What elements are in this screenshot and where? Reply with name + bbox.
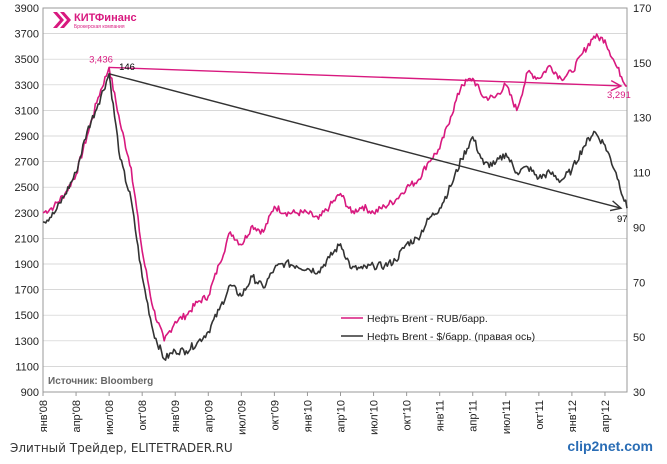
left-tick-label: 900 [21, 387, 39, 399]
trend-arrow-rub [109, 66, 622, 87]
x-tick-label: янв'08 [38, 400, 50, 432]
left-tick-label: 2300 [15, 208, 39, 220]
right-tick-label: 70 [633, 277, 645, 289]
right-tick-label: 90 [633, 222, 645, 234]
x-tick-label: янв'12 [567, 400, 579, 432]
x-tick-label: апр'12 [600, 400, 612, 433]
left-tick-label: 3500 [15, 54, 39, 66]
left-tick-label: 2700 [15, 157, 39, 169]
left-tick-label: 1500 [15, 310, 39, 322]
right-tick-label: 30 [633, 387, 645, 399]
footer-clip2net-logo[interactable]: clip2net.com [567, 438, 653, 454]
right-tick-label: 110 [633, 168, 651, 180]
x-tick-label: янв'11 [435, 400, 447, 431]
right-tick-label: 170 [633, 3, 651, 15]
left-tick-label: 2100 [15, 233, 39, 245]
x-tick-label: апр'09 [203, 400, 215, 433]
series-lines [42, 33, 628, 361]
left-tick-label: 2500 [15, 182, 39, 194]
left-tick-label: 3700 [15, 29, 39, 41]
right-tick-label: 130 [633, 113, 651, 125]
logo-text: КИТФинанс [74, 12, 137, 24]
axes: 900 1100 1300 1500 1700 1900 2100 2300 2500 2700 2… [15, 3, 652, 435]
annotations: 3,436 146 3,291 97 [89, 54, 631, 225]
logo-subtext: Брокерская компания [74, 24, 125, 30]
left-tick-label: 1700 [15, 285, 39, 297]
x-tick-label: окт'10 [402, 400, 414, 430]
x-tick-label: июл'08 [104, 400, 116, 435]
trend-arrow-usd [108, 73, 622, 209]
right-tick-label: 50 [633, 332, 645, 344]
arrow-head [610, 79, 623, 92]
left-tick-label: 3300 [15, 80, 39, 92]
x-tick-label: окт'11 [534, 400, 546, 430]
series-line-rub [42, 33, 628, 342]
x-tick-label: июл'09 [236, 400, 248, 435]
data-label: 3,436 [89, 54, 113, 65]
left-tick-label: 3900 [15, 3, 39, 15]
x-tick-label: июл'11 [501, 400, 513, 434]
x-tick-label: окт'09 [269, 400, 281, 430]
left-tick-label: 1300 [15, 336, 39, 348]
data-label: 146 [119, 62, 135, 73]
x-tick-label: июл'10 [369, 400, 381, 435]
arrow-head [609, 200, 623, 212]
x-tick-label: янв'10 [302, 400, 314, 432]
plot-frame [42, 7, 628, 393]
x-tick-label: апр'11 [468, 400, 480, 432]
source-label: Источник: Bloomberg [48, 376, 153, 387]
left-tick-label: 2900 [15, 131, 39, 143]
left-tick-label: 1100 [15, 361, 39, 373]
logo-mark-icon [53, 12, 71, 28]
left-tick-label: 1900 [15, 259, 39, 271]
legend-label: Нефть Brent - $/барр. (правая ось) [367, 331, 535, 343]
trend-arrows [108, 66, 623, 212]
x-tick-label: янв'09 [170, 400, 182, 432]
left-tick-label: 3100 [15, 105, 39, 117]
legend: Нефть Brent - RUB/барр. Нефть Brent - $/б… [341, 313, 535, 343]
footer-site-label: Элитный Трейдер, ELITETRADER.RU [10, 441, 233, 455]
data-label: 3,291 [607, 90, 631, 101]
x-tick-label: апр'08 [71, 400, 83, 433]
right-tick-label: 150 [633, 58, 651, 70]
series-line-usd [42, 73, 628, 361]
legend-label: Нефть Brent - RUB/барр. [367, 313, 488, 325]
data-label: 97 [617, 214, 628, 225]
x-tick-label: окт'08 [137, 400, 149, 430]
x-tick-label: апр'10 [336, 400, 348, 433]
